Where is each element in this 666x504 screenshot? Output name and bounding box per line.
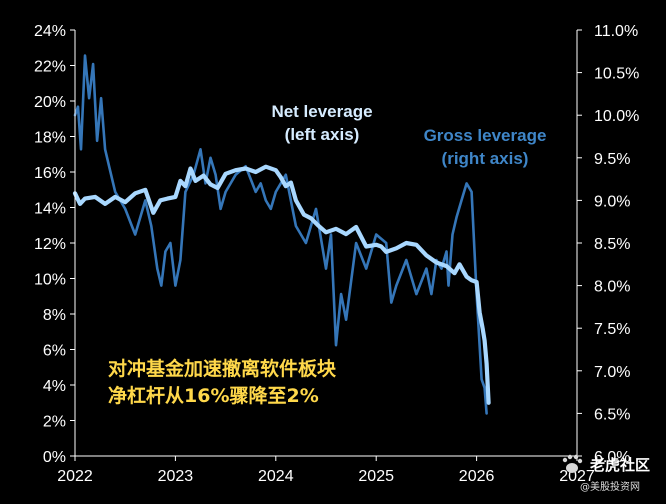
gross-leverage-axis-note: (right axis): [442, 149, 529, 168]
axes-layer: 0% 2% 4% 6% 8% 10% 12% 14% 16% 18% 20% 22% 24% 6.0% 6.…: [34, 23, 639, 485]
right-axis-tick-label: 8.5%: [594, 236, 630, 253]
right-axis-tick-label: 9.0%: [594, 193, 630, 210]
left-axis-tick-label: 14%: [34, 201, 66, 218]
right-axis-tick-label: 11.0%: [594, 23, 638, 40]
caption-line-1: 对冲基金加速撤离软件板块: [108, 357, 337, 380]
left-axis-tick-label: 0%: [43, 449, 66, 466]
net-leverage-axis-note: (left axis): [285, 125, 360, 144]
net-leverage-label: Net leverage: [271, 102, 372, 121]
right-axis-tick-label: 10.5%: [594, 66, 639, 83]
right-axis-tick-label: 6.0%: [594, 449, 630, 466]
watermark: 老虎社区 @美股投资网: [562, 454, 650, 493]
left-axis-tick-label: 2%: [43, 414, 66, 431]
left-axis-tick-label: 12%: [34, 236, 66, 253]
left-axis-tick-label: 8%: [43, 307, 66, 324]
left-axis-tick-label: 24%: [34, 23, 66, 40]
x-axis-tick-label: 2022: [57, 468, 93, 485]
right-axis-tick-label: 8.0%: [594, 279, 630, 296]
left-axis-tick-label: 18%: [34, 130, 66, 147]
x-axis-tick-label: 2025: [358, 468, 394, 485]
x-axis-tick-label: 2026: [459, 468, 495, 485]
right-axis-tick-label: 9.5%: [594, 151, 630, 168]
x-axis-tick-label: 2023: [158, 468, 194, 485]
right-axis-tick-label: 6.5%: [594, 406, 630, 423]
left-axis-tick-label: 16%: [34, 165, 66, 182]
x-axis-tick-label: 2024: [258, 468, 294, 485]
caption-line-2: 净杠杆从16%骤降至2%: [108, 384, 319, 407]
x-axis-tick-label: 2027: [559, 468, 595, 485]
gross-leverage-label: Gross leverage: [424, 126, 547, 145]
paw-icon: [562, 454, 583, 473]
watermark-sub: @美股投资网: [580, 480, 640, 493]
left-axis-tick-label: 20%: [34, 94, 66, 111]
left-axis-tick-label: 10%: [34, 272, 66, 289]
right-axis-tick-label: 7.5%: [594, 321, 630, 338]
net-leverage-line: [72, 164, 491, 405]
left-axis-tick-label: 22%: [34, 59, 66, 76]
series-layer: [72, 54, 491, 415]
left-axis-tick-label: 6%: [43, 343, 66, 360]
right-axis-tick-label: 7.0%: [594, 364, 630, 381]
left-axis-tick-label: 4%: [43, 378, 66, 395]
watermark-main: 老虎社区: [589, 456, 650, 474]
right-axis-tick-label: 10.0%: [594, 108, 639, 125]
